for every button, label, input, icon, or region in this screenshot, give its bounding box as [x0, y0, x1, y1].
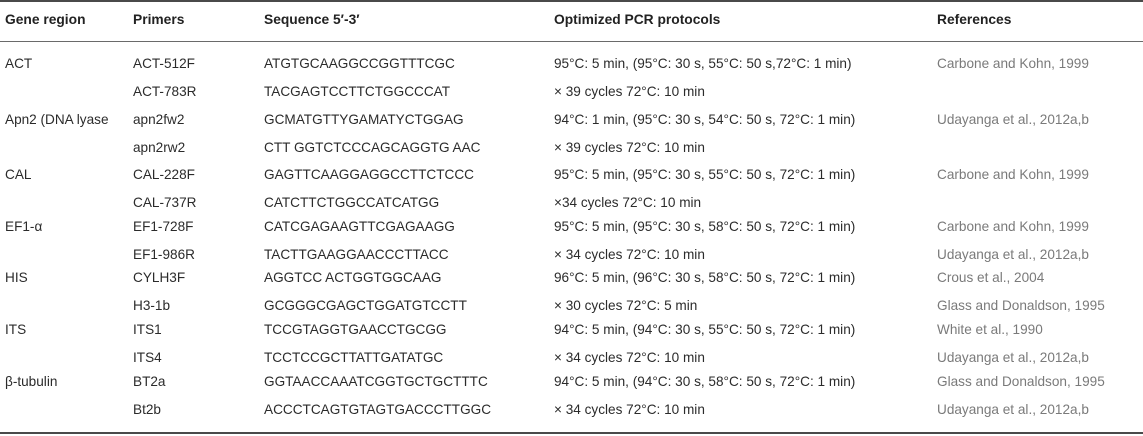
sequence-cell: TACGAGTCCTTCTGGCCCAT — [264, 84, 451, 99]
reference-cell: Udayanga et al., 2012a,b — [937, 247, 1089, 262]
primer-cell: ITS1 — [133, 322, 162, 337]
reference-cell: Carbone and Kohn, 1999 — [937, 56, 1089, 71]
primer-cell: CAL-737R — [133, 195, 197, 210]
reference-cell: White et al., 1990 — [937, 322, 1043, 337]
primer-cell: apn2rw2 — [133, 140, 186, 155]
protocol-cell: × 30 cycles 72°C: 5 min — [554, 298, 698, 313]
reference-cell: Carbone and Kohn, 1999 — [937, 167, 1089, 182]
primer-cell: ACT-512F — [133, 56, 195, 71]
protocol-cell: 94°C: 5 min, (94°C: 30 s, 58°C: 50 s, 72… — [554, 374, 856, 389]
gene-region-cell: β-tubulin — [5, 374, 58, 389]
sequence-cell: TACTTGAAGGAACCCTTACC — [264, 247, 449, 262]
sequence-cell: CATCTTCTGGCCATCATGG — [264, 195, 440, 210]
reference-cell: Carbone and Kohn, 1999 — [937, 219, 1089, 234]
protocol-cell: ×34 cycles 72°C: 10 min — [554, 195, 702, 210]
gene-region-cell: EF1-α — [5, 219, 43, 234]
sequence-cell: ATGTGCAAGGCCGGTTTCGC — [264, 56, 455, 71]
table-header-rule — [0, 41, 1143, 42]
sequence-cell: AGGTCC ACTGGTGGCAAG — [264, 270, 442, 285]
gene-region-cell: Apn2 (DNA lyase — [5, 112, 109, 127]
table-bottom-rule — [0, 432, 1143, 434]
sequence-cell: TCCGTAGGTGAACCTGCGG — [264, 322, 447, 337]
gene-region-cell: ACT — [5, 56, 33, 71]
reference-cell: Glass and Donaldson, 1995 — [937, 374, 1105, 389]
header-references: References — [937, 12, 1012, 27]
reference-cell: Udayanga et al., 2012a,b — [937, 350, 1089, 365]
protocol-cell: × 39 cycles 72°C: 10 min — [554, 140, 705, 155]
primer-cell: ACT-783R — [133, 84, 197, 99]
primer-cell: CYLH3F — [133, 270, 186, 285]
reference-cell: Udayanga et al., 2012a,b — [937, 402, 1089, 417]
protocol-cell: 94°C: 5 min, (94°C: 30 s, 55°C: 50 s, 72… — [554, 322, 856, 337]
gene-region-cell: HIS — [5, 270, 28, 285]
primer-cell: CAL-228F — [133, 167, 195, 182]
protocol-cell: × 39 cycles 72°C: 10 min — [554, 84, 705, 99]
table-top-rule — [0, 0, 1143, 2]
header-sequence: Sequence 5′-3′ — [264, 12, 360, 27]
header-gene-region: Gene region — [5, 12, 86, 27]
header-protocols: Optimized PCR protocols — [554, 12, 721, 27]
protocol-cell: 94°C: 1 min, (95°C: 30 s, 54°C: 50 s, 72… — [554, 112, 856, 127]
gene-region-cell: ITS — [5, 322, 27, 337]
reference-cell: Crous et al., 2004 — [937, 270, 1045, 285]
protocol-cell: 95°C: 5 min, (95°C: 30 s, 55°C: 50 s,72°… — [554, 56, 852, 71]
protocol-cell: 95°C: 5 min, (95°C: 30 s, 58°C: 50 s, 72… — [554, 219, 856, 234]
sequence-cell: CATCGAGAAGTTCGAGAAGG — [264, 219, 455, 234]
gene-region-cell: CAL — [5, 167, 32, 182]
protocol-cell: 96°C: 5 min, (96°C: 30 s, 58°C: 50 s, 72… — [554, 270, 856, 285]
sequence-cell: GCMATGTTYGAMATYCTGGAG — [264, 112, 464, 127]
protocol-cell: × 34 cycles 72°C: 10 min — [554, 350, 705, 365]
sequence-cell: TCCTCCGCTTATTGATATGC — [264, 350, 444, 365]
header-primers: Primers — [133, 12, 185, 27]
sequence-cell: ACCCTCAGTGTAGTGACCCTTGGC — [264, 402, 492, 417]
sequence-cell: GGTAACCAAATCGGTGCTGCTTTC — [264, 374, 488, 389]
protocol-cell: × 34 cycles 72°C: 10 min — [554, 402, 705, 417]
sequence-cell: GAGTTCAAGGAGGCCTTCTCCC — [264, 167, 474, 182]
protocol-cell: × 34 cycles 72°C: 10 min — [554, 247, 705, 262]
primer-cell: ITS4 — [133, 350, 162, 365]
primer-cell: apn2fw2 — [133, 112, 185, 127]
primer-cell: EF1-728F — [133, 219, 194, 234]
sequence-cell: GCGGGCGAGCTGGATGTCCTT — [264, 298, 467, 313]
primer-cell: EF1-986R — [133, 247, 195, 262]
protocol-cell: 95°C: 5 min, (95°C: 30 s, 55°C: 50 s, 72… — [554, 167, 856, 182]
reference-cell: Glass and Donaldson, 1995 — [937, 298, 1105, 313]
primer-cell: Bt2b — [133, 402, 161, 417]
reference-cell: Udayanga et al., 2012a,b — [937, 112, 1089, 127]
primer-cell: H3-1b — [133, 298, 171, 313]
sequence-cell: CTT GGTCTCCCAGCAGGTG AAC — [264, 140, 481, 155]
primer-cell: BT2a — [133, 374, 166, 389]
